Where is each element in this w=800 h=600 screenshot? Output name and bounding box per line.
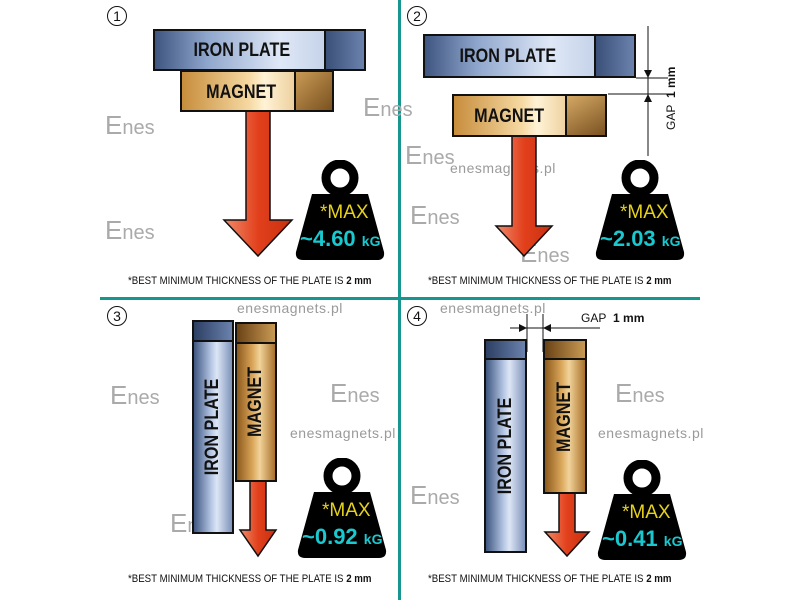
force-arrow: [494, 134, 554, 258]
panel-number: 2: [407, 6, 427, 26]
url-watermark: enesmagnets.pl: [290, 425, 396, 441]
iron-plate-label: IRON PLATE: [193, 40, 291, 61]
footnote: *BEST MINIMUM THICKNESS OF THE PLATE IS …: [128, 573, 372, 585]
magnet-label: MAGNET: [474, 106, 545, 127]
force-arrow: [543, 492, 591, 558]
horizontal-divider: [100, 297, 700, 300]
weight-icon: *MAX ~2.03 kG: [594, 160, 686, 262]
gap-label: GAP 1 mm: [664, 66, 678, 130]
url-watermark: enesmagnets.pl: [237, 300, 343, 316]
footnote: *BEST MINIMUM THICKNESS OF THE PLATE IS …: [128, 275, 372, 287]
panel-number: 4: [407, 306, 427, 326]
magnet-label: MAGNET: [245, 367, 266, 437]
enes-logo-watermark: Enes: [105, 110, 155, 140]
max-value: ~0.92 kG: [302, 524, 383, 549]
enes-logo-watermark: Enes: [410, 200, 460, 230]
gap-dimension-lines: [608, 26, 668, 156]
force-arrow: [238, 480, 278, 558]
max-label: *MAX: [322, 500, 371, 521]
iron-plate-label: IRON PLATE: [202, 378, 223, 476]
iron-plate: IRON PLATE: [192, 320, 234, 534]
iron-plate: IRON PLATE: [484, 339, 527, 553]
enes-logo-watermark: Enes: [615, 378, 665, 408]
magnet-label: MAGNET: [554, 381, 575, 452]
max-value: ~0.41 kG: [602, 526, 683, 551]
footnote: *BEST MINIMUM THICKNESS OF THE PLATE IS …: [428, 573, 672, 585]
footnote: *BEST MINIMUM THICKNESS OF THE PLATE IS …: [428, 275, 672, 287]
max-label: *MAX: [620, 202, 669, 223]
gap-dimension-lines: [510, 314, 600, 352]
weight-icon: *MAX ~4.60 kG: [294, 160, 386, 262]
max-value: ~2.03 kG: [600, 226, 681, 251]
panel-number: 3: [107, 306, 127, 326]
magnet: MAGNET: [180, 70, 334, 112]
magnet-label: MAGNET: [206, 82, 277, 103]
panel-number: 1: [107, 6, 127, 26]
iron-plate: IRON PLATE: [423, 34, 636, 78]
max-label: *MAX: [622, 502, 671, 523]
weight-icon: *MAX ~0.41 kG: [596, 460, 688, 562]
enes-logo-watermark: Enes: [110, 380, 160, 410]
enes-logo-watermark: Enes: [405, 140, 455, 170]
enes-logo-watermark: Enes: [105, 215, 155, 245]
magnet: MAGNET: [543, 339, 587, 494]
weight-icon: *MAX ~0.92 kG: [296, 458, 388, 560]
iron-plate-label: IRON PLATE: [459, 46, 557, 67]
enes-logo-watermark: Enes: [330, 378, 380, 408]
iron-plate: IRON PLATE: [153, 29, 366, 71]
iron-plate-label: IRON PLATE: [494, 397, 516, 495]
gap-label: GAP 1 mm: [581, 311, 645, 325]
vertical-divider: [398, 0, 401, 600]
enes-logo-watermark: Enes: [410, 480, 460, 510]
url-watermark: enesmagnets.pl: [598, 425, 704, 441]
max-value: ~4.60 kG: [300, 226, 381, 251]
enes-logo-watermark: Enes: [363, 92, 413, 122]
magnet: MAGNET: [452, 94, 607, 137]
magnet: MAGNET: [235, 322, 277, 482]
url-watermark: enesmagnets.pl: [440, 300, 546, 316]
force-arrow: [222, 110, 294, 258]
max-label: *MAX: [320, 202, 369, 223]
